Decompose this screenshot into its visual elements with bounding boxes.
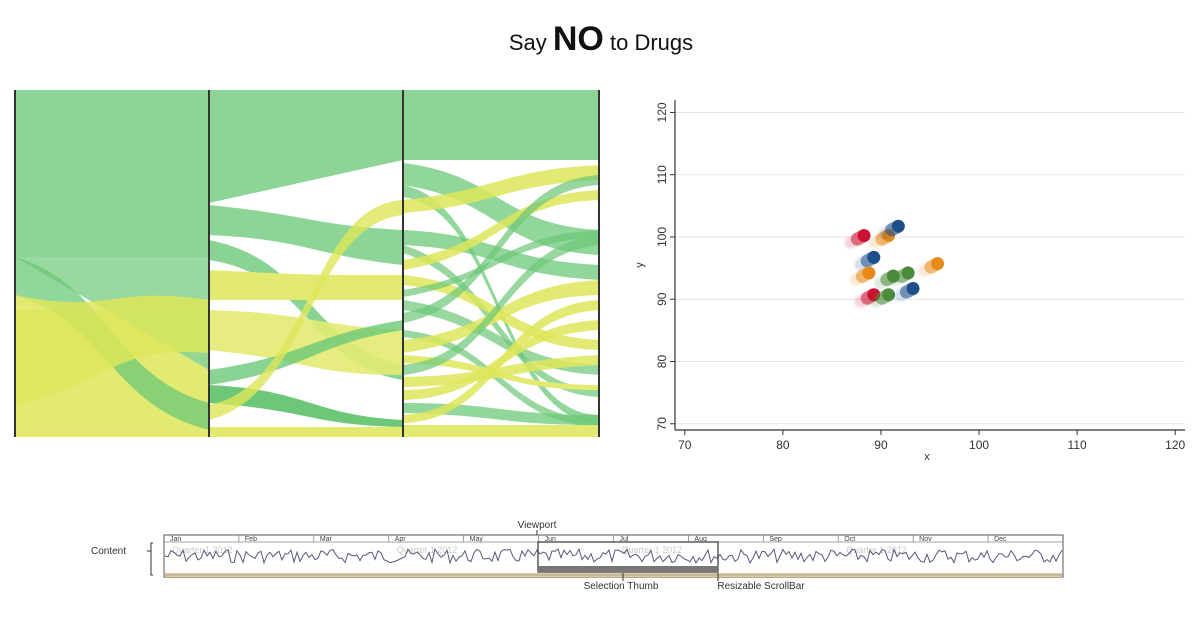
ribbon-block (403, 90, 600, 160)
y-axis-label: y (635, 262, 646, 268)
x-tick-label: 80 (776, 438, 790, 452)
pill-head (867, 250, 881, 264)
x-tick-label: 100 (969, 438, 989, 452)
ribbon-flow (209, 200, 403, 420)
x-tick-label: 120 (1165, 438, 1185, 452)
month-label: May (470, 536, 484, 543)
pill-head (931, 257, 945, 271)
ribbon-flow (403, 300, 600, 423)
page-title: Say NO to Drugs (0, 20, 1202, 59)
selection-thumb-grip[interactable] (538, 566, 718, 572)
pill-point (869, 288, 896, 308)
ribbon-flow (15, 90, 209, 203)
month-label: Apr (395, 536, 407, 543)
month-label: Nov (919, 536, 932, 543)
ribbon-flow (403, 190, 600, 270)
y-tick-label: 110 (655, 165, 669, 184)
ribbon-flow (403, 230, 600, 280)
pill-point (854, 250, 881, 271)
content-waveform (164, 547, 1063, 565)
ribbon-flow (209, 320, 403, 385)
x-axis-label: x (924, 451, 930, 463)
ribbon-flow (403, 163, 600, 255)
quarter-watermark: Quarter 1 2012 (172, 545, 233, 555)
month-label: Jun (545, 536, 556, 543)
ribbon-flow (403, 330, 600, 427)
viewport-label: Viewport (518, 520, 557, 531)
x-tick-label: 70 (678, 438, 692, 452)
month-label: Sep (769, 536, 782, 543)
pill-head (857, 229, 871, 243)
ribbon-flow (209, 310, 403, 375)
ribbon-flow (209, 205, 403, 265)
y-tick-label: 80 (655, 355, 669, 369)
ribbon-flow (209, 427, 403, 437)
y-tick-label: 90 (655, 292, 669, 306)
scatter-x-ticks: 70 80 90 100 110 120 (678, 430, 1186, 452)
pill-head (891, 219, 905, 233)
ribbon-flow (403, 425, 600, 437)
pill-point (893, 281, 920, 302)
parallel-sets-diagram (14, 90, 600, 437)
y-tick-label: 70 (655, 417, 669, 431)
month-label: Dec (994, 536, 1007, 543)
scrollbar-label: Resizable ScrollBar (717, 581, 805, 592)
x-tick-label: 90 (874, 438, 888, 452)
quarter-watermarks: Quarter 1 2012 Quarter 1 2012 Quarter 1 20… (172, 545, 907, 555)
pill-point (879, 219, 905, 240)
month-header: Jan Feb Mar Apr May Jun Jul Aug Sep Oct Nov Dec (170, 535, 1007, 543)
month-label: Oct (844, 536, 855, 543)
parallel-axes (14, 90, 600, 437)
ribbon-flow (403, 175, 600, 323)
ribbon-flow (209, 385, 403, 427)
scatter-points (844, 219, 945, 308)
month-label: Jan (170, 536, 181, 543)
quarter-watermark: Quarter 1 2012 (622, 545, 683, 555)
pill-head (862, 266, 876, 280)
ribbon-flow (403, 355, 600, 387)
pill-head (882, 288, 896, 302)
x-tick-label: 110 (1068, 438, 1087, 452)
ribbon-flow (403, 300, 600, 375)
title-post: to Drugs (603, 30, 694, 55)
pill-point (844, 229, 871, 249)
ribbon-flow (15, 405, 209, 437)
content-label: Content (91, 546, 126, 557)
pill-head (901, 266, 915, 280)
ribbon-flow (209, 270, 403, 300)
month-label: Mar (320, 536, 333, 543)
title-pre: Say (508, 30, 553, 55)
ribbon-flow (15, 295, 209, 405)
ribbon-flow (403, 165, 600, 213)
quarter-watermark: Quarter 1 2012 (397, 545, 458, 555)
y-tick-label: 100 (655, 227, 669, 247)
pill-point (888, 266, 915, 286)
content-bracket (147, 542, 153, 576)
pill-point (849, 266, 876, 286)
pill-point (918, 257, 945, 277)
month-label: Jul (620, 536, 629, 543)
title-emphasis: NO (552, 20, 604, 58)
scatter-chart: 70 80 90 100 110 120 70 80 90 100 110 120 x y (635, 100, 1186, 463)
scatter-gridlines (675, 111, 1185, 425)
timeline-scrollbar-diagram: Viewport Content Jan Feb Mar Apr May Jun Jul Au… (91, 520, 1064, 592)
pill-head (906, 281, 920, 295)
month-label: Aug (694, 536, 707, 543)
quarter-watermark: Quarter 1 2012 (846, 545, 907, 555)
scatter-axes (674, 100, 1185, 431)
y-tick-label: 120 (655, 102, 669, 122)
scatter-y-ticks: 70 80 90 100 110 120 (655, 102, 675, 430)
ribbon-flow (403, 235, 600, 375)
parallel-ribbons (15, 90, 600, 437)
ribbon-flow (209, 90, 403, 203)
ribbon-flow (403, 230, 600, 297)
month-label: Feb (245, 536, 257, 543)
ribbon-flow (403, 280, 600, 353)
selection-thumb-label: Selection Thumb (584, 581, 659, 592)
